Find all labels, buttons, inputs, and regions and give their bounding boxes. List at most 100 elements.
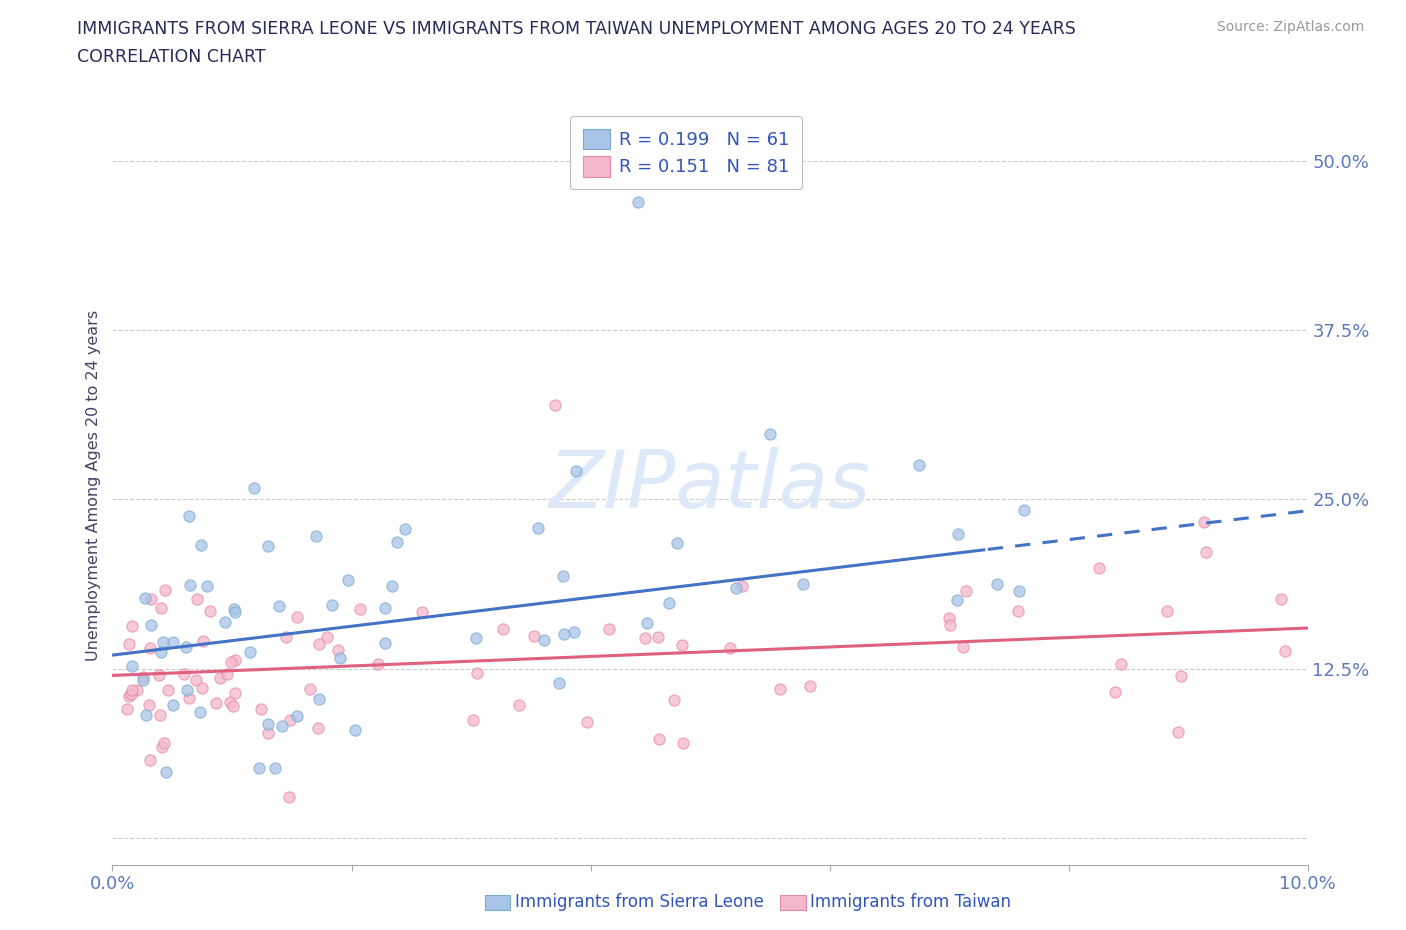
Point [1170,669,1192,684]
Point [662,693,685,708]
Text: CORRELATION CHART: CORRELATION CHART [77,48,266,66]
Point [492,621,515,636]
Point [138,698,160,712]
Point [278,790,301,804]
Point [394,522,416,537]
Point [553,627,575,642]
Point [907,458,929,472]
Point [215,666,238,681]
Point [575,714,598,729]
Point [598,621,620,636]
Point [1192,514,1215,529]
Point [658,595,681,610]
Point [374,635,396,650]
Point [329,651,352,666]
Point [1270,591,1292,606]
Point [134,591,156,605]
Point [148,668,170,683]
Point [190,680,212,695]
Point [195,578,218,593]
Point [139,592,162,607]
Point [952,640,974,655]
Point [162,698,184,712]
Point [117,701,139,716]
Point [222,698,245,713]
Point [634,631,657,645]
Point [527,521,550,536]
Point [307,720,329,735]
Point [938,618,960,632]
Point [1156,604,1178,618]
Point [132,672,155,687]
Point [224,653,246,668]
Point [647,630,669,644]
Point [321,597,343,612]
Point [256,717,278,732]
Point [267,598,290,613]
Point [191,633,214,648]
Point [508,698,530,712]
Point [543,397,565,412]
Point [799,678,821,693]
Point [380,578,402,593]
Point [219,654,242,669]
Point [149,644,172,659]
Point [190,538,212,552]
Point [1109,657,1132,671]
Point [759,427,782,442]
Point [946,592,969,607]
Text: IMMIGRANTS FROM SIERRA LEONE VS IMMIGRANTS FROM TAIWAN UNEMPLOYMENT AMONG AGES 2: IMMIGRANTS FROM SIERRA LEONE VS IMMIGRAN… [77,20,1076,38]
Point [1008,584,1031,599]
Legend: R = 0.199   N = 61, R = 0.151   N = 81: R = 0.199 N = 61, R = 0.151 N = 81 [571,116,801,190]
Point [257,725,280,740]
Point [278,712,301,727]
Point [548,676,571,691]
Point [141,618,163,632]
Point [198,604,221,618]
Point [263,761,285,776]
Point [174,640,197,655]
Point [562,625,585,640]
Point [986,577,1008,591]
Point [461,713,484,728]
Point [218,695,240,710]
Point [718,641,741,656]
Point [731,578,754,593]
Point [1167,724,1189,739]
Point [465,666,488,681]
Point [208,671,231,685]
Point [179,691,201,706]
Point [121,619,143,634]
Point [374,601,396,616]
Point [349,602,371,617]
Point [149,601,172,616]
Point [186,672,208,687]
Point [1012,503,1035,518]
Point [204,695,226,710]
Point [946,526,969,541]
Point [118,689,141,704]
Point [162,635,184,650]
Point [285,610,308,625]
Point [155,764,177,779]
Point [725,581,748,596]
Point [118,636,141,651]
Point [125,683,148,698]
Point [367,657,389,671]
Point [173,667,195,682]
Point [316,630,339,644]
Y-axis label: Unemployment Among Ages 20 to 24 years: Unemployment Among Ages 20 to 24 years [86,311,101,661]
Point [249,701,271,716]
Point [1274,644,1296,658]
Point [627,194,650,209]
Point [671,638,693,653]
Point [270,718,292,733]
Point [955,584,977,599]
Point [176,683,198,698]
Point [247,761,270,776]
Point [179,578,201,592]
Point [150,739,173,754]
Point [343,723,366,737]
Point [636,616,658,631]
Point [121,658,143,673]
